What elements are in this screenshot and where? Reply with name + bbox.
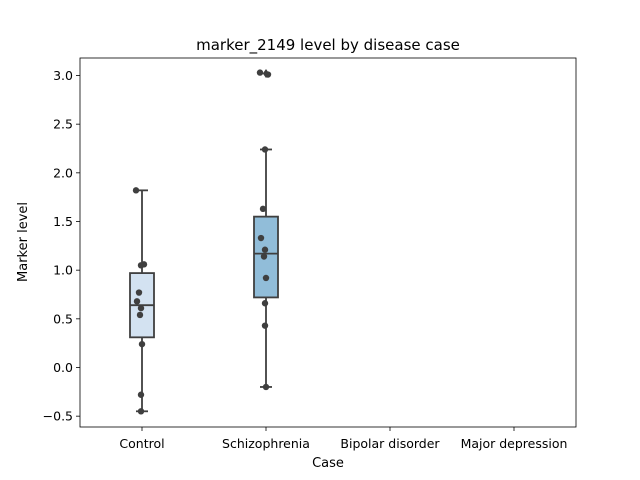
data-point (135, 289, 143, 296)
data-point (137, 304, 145, 312)
data-point (261, 322, 269, 329)
x-tick-label: Major depression (461, 436, 568, 451)
y-axis-label: Marker level (16, 202, 31, 282)
data-point (133, 298, 141, 305)
box-control (129, 187, 155, 415)
data-point (137, 408, 145, 415)
data-point (138, 340, 146, 348)
data-point (262, 274, 270, 282)
data-point (132, 187, 140, 194)
data-point (137, 262, 145, 269)
plot-area (79, 57, 577, 428)
data-point (137, 391, 145, 398)
y-tick-label: 1.5 (53, 214, 73, 229)
x-tick-label: Schizophrenia (222, 436, 310, 451)
data-point (264, 71, 272, 78)
box-series (129, 69, 279, 415)
x-axis: Control Schizophrenia Bipolar disorder Majo… (119, 427, 567, 451)
y-tick-label: 3.0 (53, 68, 73, 83)
data-point (261, 146, 269, 153)
y-axis: −0.5 0.0 0.5 1.0 1.5 2.0 2.5 3.0 (43, 68, 80, 424)
data-point (136, 311, 144, 319)
y-tick-label: 0.0 (53, 360, 73, 375)
data-point (262, 383, 270, 391)
x-tick-label: Bipolar disorder (340, 436, 440, 451)
y-tick-label: 0.5 (53, 311, 73, 326)
chart-title: marker_2149 level by disease case (196, 36, 460, 55)
data-point (259, 205, 267, 213)
data-point (256, 69, 264, 76)
data-point (261, 246, 269, 253)
data-point (257, 234, 265, 242)
y-tick-label: 2.0 (53, 165, 73, 180)
y-tick-label: 1.0 (53, 263, 73, 278)
box-schizophrenia (253, 69, 279, 391)
y-tick-label: −0.5 (43, 409, 73, 424)
data-point (261, 300, 269, 307)
x-axis-label: Case (312, 456, 344, 471)
x-tick-label: Control (119, 436, 164, 451)
y-tick-label: 2.5 (53, 117, 73, 132)
data-point (260, 253, 268, 260)
